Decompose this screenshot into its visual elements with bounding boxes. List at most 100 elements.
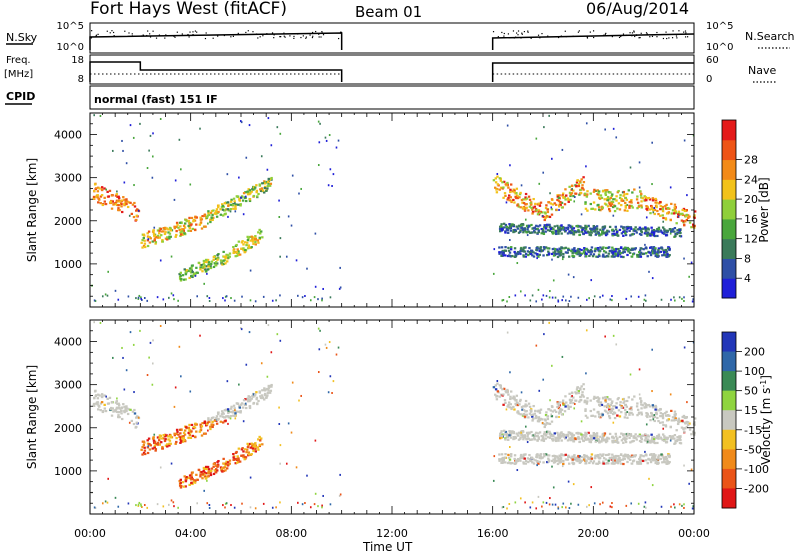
power-cell <box>549 290 551 293</box>
velocity-cell <box>587 431 590 434</box>
power-cell <box>666 229 669 232</box>
power-cell <box>263 191 266 194</box>
velocity-cell <box>558 459 561 462</box>
power-cell <box>240 121 243 124</box>
velocity-cell <box>612 334 615 337</box>
velocity-cell <box>241 406 245 409</box>
velocity-cell <box>582 383 585 386</box>
velocity-cell <box>625 405 629 408</box>
power-cell <box>585 225 589 228</box>
velocity-cell <box>183 429 187 432</box>
velocity-cell <box>547 436 550 439</box>
power-cell <box>677 215 680 218</box>
noise-search-dot <box>204 37 207 40</box>
power-cell <box>610 194 613 198</box>
velocity-cell <box>250 397 253 400</box>
power-cell <box>589 253 593 256</box>
power-cell <box>671 209 675 212</box>
velocity-cell <box>630 411 633 415</box>
power-cell <box>514 195 517 198</box>
power-cell <box>527 253 530 257</box>
power-cell <box>537 229 540 232</box>
power-cell <box>550 208 554 211</box>
power-cell <box>531 212 534 215</box>
velocity-cell <box>623 400 626 403</box>
power-cell <box>624 201 627 205</box>
velocity-cell <box>556 462 560 466</box>
colorbar-segment <box>722 199 736 220</box>
velocity-cell <box>613 440 617 443</box>
noise-search-dot <box>676 37 678 39</box>
power-cell <box>537 255 540 258</box>
velocity-cell <box>519 413 522 416</box>
velocity-cell <box>517 431 521 434</box>
velocity-cell <box>640 438 643 441</box>
velocity-cell <box>674 506 676 509</box>
power-cell <box>279 132 282 135</box>
power-cell <box>608 191 611 194</box>
velocity-cell <box>527 437 530 440</box>
power-cell <box>609 204 613 207</box>
power-cell <box>162 298 165 301</box>
velocity-cell <box>527 431 531 434</box>
power-cell <box>93 189 96 193</box>
colorbar-tick-label: 100 <box>744 365 765 378</box>
velocity-cell <box>638 433 642 436</box>
velocity-cell <box>148 356 150 359</box>
velocity-cell <box>594 440 598 443</box>
power-cell <box>673 296 675 299</box>
power-cell <box>590 228 594 231</box>
velocity-cell <box>596 396 599 399</box>
velocity-cell <box>606 436 609 439</box>
colorbar-tick-label: 4 <box>744 272 751 285</box>
velocity-cell <box>243 403 247 407</box>
power-cell <box>644 243 646 246</box>
velocity-cell <box>243 448 247 451</box>
velocity-cell <box>192 427 195 430</box>
velocity-cell <box>580 459 584 462</box>
power-cell <box>589 192 592 195</box>
colorbar-tick-label: 16 <box>744 213 758 226</box>
power-cell <box>534 202 537 205</box>
noise-search-dot <box>520 37 522 39</box>
power-cell <box>618 208 622 211</box>
power-cell <box>199 216 202 219</box>
velocity-cell <box>599 453 602 456</box>
power-cell <box>600 196 604 200</box>
velocity-cell <box>644 433 647 436</box>
power-cell <box>503 249 507 252</box>
power-cell <box>588 254 591 258</box>
velocity-cell <box>636 462 639 465</box>
velocity-cell <box>240 328 243 331</box>
velocity-cell <box>279 339 282 342</box>
power-cell <box>539 246 542 249</box>
noise-search-dot <box>557 36 560 39</box>
power-cell <box>572 194 575 198</box>
power-cell <box>304 295 306 298</box>
power-cell <box>579 248 581 251</box>
power-cell <box>508 295 511 298</box>
power-cell <box>548 226 552 229</box>
velocity-cell <box>560 454 563 457</box>
power-cell <box>536 213 540 216</box>
velocity-cell <box>126 407 129 410</box>
velocity-cell <box>257 399 260 403</box>
noise-search-dot <box>651 35 654 38</box>
velocity-cell <box>527 460 530 464</box>
power-cell <box>181 230 184 233</box>
power-cell <box>573 200 576 203</box>
power-cell <box>503 180 506 183</box>
velocity-cell <box>511 397 514 400</box>
power-cell <box>190 216 194 220</box>
power-cell <box>612 229 615 233</box>
power-cell <box>630 255 633 258</box>
power-cell <box>522 231 525 234</box>
power-cell <box>639 190 642 193</box>
power-cell <box>215 215 219 218</box>
velocity-cell <box>521 408 524 411</box>
power-cell <box>175 229 178 233</box>
colorbar-tick-label: -50 <box>744 443 762 456</box>
velocity-cell <box>156 436 160 439</box>
noise-search-dot <box>97 33 99 35</box>
